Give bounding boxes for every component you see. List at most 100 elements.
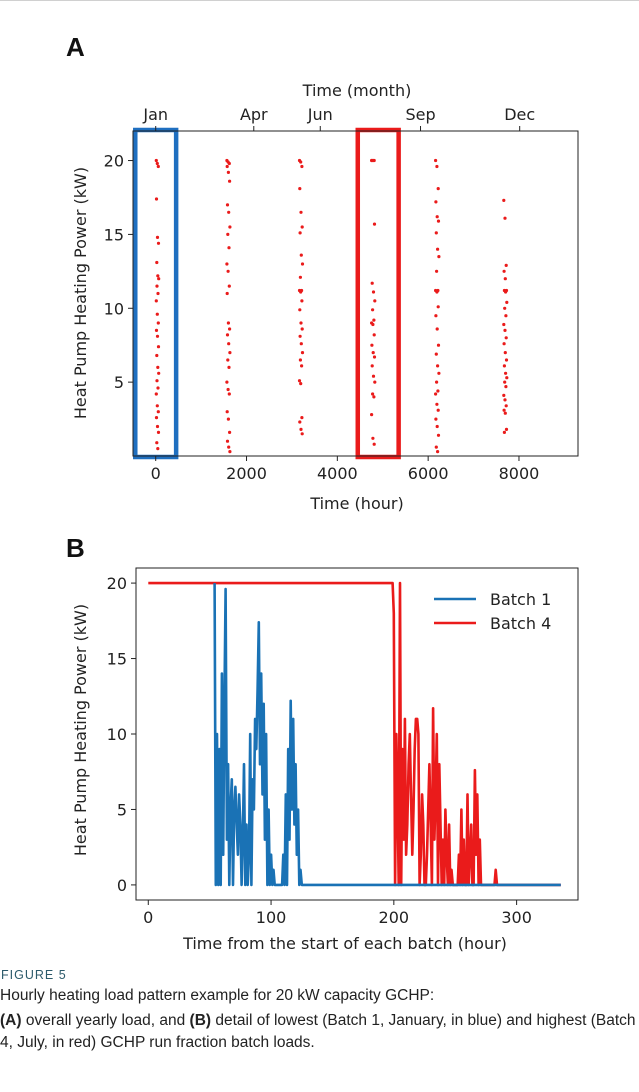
scatter-point [372,395,376,399]
scatter-point [226,269,230,273]
scatter-point [434,231,438,235]
scatter-point [156,345,161,349]
top-tick-label: Apr [240,105,268,124]
scatter-point [156,430,161,434]
top-rule [0,0,639,1]
scatter-point [298,308,302,312]
top-tick-label: Sep [405,105,435,124]
scatter-point [299,290,303,294]
scatter-point [156,410,160,414]
scatter-point [225,439,230,443]
scatter-point [300,416,304,420]
x-tick-label: 100 [256,908,287,927]
scatter-point [155,424,160,429]
scatter-point [434,352,438,356]
x-tick-label: 0 [151,464,161,483]
highlight-box-1 [133,127,179,460]
scatter-point [372,442,376,446]
scatter-point [436,343,441,347]
scatter-point [502,364,506,368]
scatter-point [435,269,439,273]
scatter-point [157,371,161,375]
scatter-point [228,430,232,434]
scatter-point [299,342,303,346]
scatter-point [370,281,374,285]
scatter-point [370,364,374,368]
y-tick-label: 15 [104,225,124,244]
scatter-point [434,417,438,421]
scatter-point [157,277,161,281]
scatter-point [502,408,506,412]
scatter-point [227,445,231,449]
scatter-point [156,386,160,390]
scatter-point [299,160,303,164]
y-tick-label: 15 [107,650,127,669]
scatter-point [370,343,374,347]
panel-a-y-ticks: 5 10 15 20 [104,152,133,392]
scatter-point [300,351,305,355]
scatter-point [228,450,232,454]
scatter-point [298,334,302,338]
scatter-point [298,358,302,362]
scatter-point [225,291,229,296]
panel-b-letter: B [66,533,85,563]
scatter-point [504,358,509,362]
panel-a-y-axis-label: Heat Pump Heating Power (kW) [71,167,90,419]
scatter-point [155,284,159,288]
panel-a-x-axis-label: Time (hour) [309,494,403,513]
caption-text-a: overall yearly load, and [21,1012,190,1029]
scatter-point [371,158,375,163]
panel-b: B 0 100 200 300 0 5 10 15 20 Batch 1 Batch 4 Ti… [66,533,579,953]
scatter-point [299,210,303,214]
figure-caption: FIGURE 5 Hourly heating load pattern exa… [0,968,639,1054]
series-line-batch-1 [213,583,561,887]
scatter-point [503,351,507,355]
scatter-point [300,164,304,169]
scatter-point [502,269,506,273]
scatter-point [227,161,231,166]
scatter-point [300,364,304,368]
caption-line-1: Hourly heating load pattern example for … [0,987,435,1004]
scatter-point [154,328,159,332]
scatter-point [300,262,305,266]
scatter-point [298,275,302,279]
panel-a-plot-frame [132,130,579,457]
scatter-point [503,306,507,310]
scatter-point [225,262,229,266]
scatter-point [155,312,159,316]
scatter-point [503,380,507,384]
y-tick-label: 20 [104,152,124,171]
y-tick-label: 5 [117,800,127,819]
figure-canvas: A Time (month) 0 2000 4000 6000 8000 5101520… [66,32,579,953]
scatter-point [436,187,440,191]
scatter-point [227,365,231,369]
scatter-point [436,389,440,393]
scatter-point [154,299,158,303]
scatter-point [227,392,231,396]
scatter-point [155,441,159,445]
scatter-point [155,334,160,338]
scatter-point [435,164,439,169]
scatter-point [503,216,507,220]
scatter-point [154,197,159,201]
scatter-point [435,380,439,384]
scatter-point [156,274,160,278]
scatter-point [371,436,375,440]
scatter-point [504,385,508,389]
scatter-point [436,433,441,437]
panel-a-letter: A [66,32,85,62]
scatter-point [300,225,304,229]
scatter-point [504,427,509,431]
scatter-point [436,247,440,251]
scatter-point [505,300,509,304]
y-tick-label: 0 [117,876,127,895]
scatter-point [371,290,376,294]
scatter-point [504,263,508,267]
scatter-point [227,342,231,346]
scatter-point [435,327,439,331]
scatter-point [297,379,302,383]
scatter-point [300,327,304,331]
scatter-point [504,371,508,375]
panel-b-y-axis-label: Heat Pump Heating Power (kW) [71,604,90,856]
top-tick-label: Jan [142,105,168,124]
